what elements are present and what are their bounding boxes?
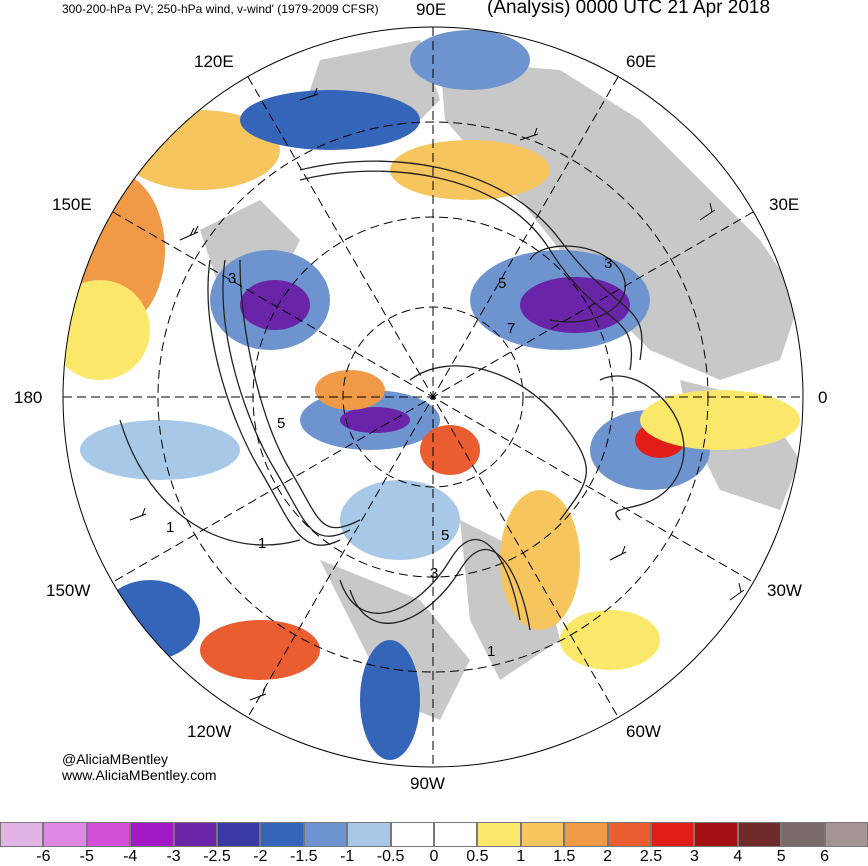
pv-contours bbox=[119, 160, 685, 631]
colorbar-swatch bbox=[86, 822, 131, 847]
contour-labels: 3 3 7 5 5 1 1 5 3 1 bbox=[166, 255, 612, 660]
contour-label: 5 bbox=[277, 415, 285, 432]
contour-label: 3 bbox=[604, 255, 612, 272]
pv-colorbar: -6 -5 -4 -3 -2.5 -2 -1.5 -1 -0.5 0 0.5 1 1.5 2 2.5 3 4 5 6 bbox=[0, 822, 868, 865]
colorbar-swatch bbox=[390, 822, 434, 847]
credit-website: www.AliciaMBentley.com bbox=[62, 767, 217, 783]
contour-label: 7 bbox=[507, 320, 515, 337]
colorbar-swatch bbox=[607, 822, 651, 847]
colorbar-swatch bbox=[130, 822, 174, 847]
colorbar-swatch bbox=[173, 822, 217, 847]
contour-label: 1 bbox=[487, 643, 495, 660]
colorbar-tick-label: 2 bbox=[603, 848, 613, 865]
colorbar-tick-label: -4 bbox=[123, 848, 138, 865]
lon-label-150e: 150E bbox=[52, 195, 92, 214]
wind-barbs bbox=[129, 87, 745, 701]
colorbar-swatch bbox=[260, 822, 304, 847]
colorbar-swatch bbox=[477, 822, 521, 847]
lon-label-30w: 30W bbox=[767, 581, 802, 600]
colorbar-swatch bbox=[651, 822, 695, 847]
colorbar-tick-label: -0.5 bbox=[376, 848, 405, 865]
map-title-left: 300-200-hPa PV; 250-hPa wind, v-wind' (1… bbox=[62, 2, 379, 16]
contour-label: 3 bbox=[430, 565, 438, 582]
contour-label: 5 bbox=[498, 275, 506, 292]
colorbar-swatch bbox=[781, 822, 825, 847]
colorbar-tick-label: 5 bbox=[776, 848, 786, 865]
colorbar-tick-label: -3 bbox=[166, 848, 181, 865]
colorbar-tick-label: 0 bbox=[429, 848, 439, 865]
contour-label: 1 bbox=[258, 535, 266, 552]
contour-label: 5 bbox=[441, 527, 449, 544]
colorbar-swatch bbox=[347, 822, 391, 847]
colorbar-swatch bbox=[0, 822, 44, 847]
colorbar-swatch bbox=[737, 822, 782, 847]
contour-label: 3 bbox=[228, 270, 236, 287]
colorbar-tick-label: 0.5 bbox=[466, 848, 489, 865]
colorbar-swatch bbox=[43, 822, 87, 847]
colorbar-swatch bbox=[520, 822, 565, 847]
colorbar-swatch bbox=[303, 822, 348, 847]
lon-label-150w: 150W bbox=[46, 581, 91, 600]
colorbar-tick-label: -5 bbox=[79, 848, 94, 865]
colorbar-tick-label: 2.5 bbox=[639, 848, 663, 865]
colorbar-swatch bbox=[564, 822, 608, 847]
colorbar-tick-label: -1 bbox=[340, 848, 355, 865]
lon-label-60w: 60W bbox=[626, 722, 661, 741]
contour-label: 1 bbox=[166, 519, 174, 536]
lon-label-0: 0 bbox=[818, 388, 828, 407]
lon-label-60e: 60E bbox=[626, 52, 657, 71]
credit-handle: @AliciaMBentley bbox=[62, 751, 169, 767]
colorbar-swatch bbox=[217, 822, 261, 847]
colorbar-tick-label: 1 bbox=[516, 848, 526, 865]
polar-stereographic-map: 3 3 7 5 5 1 1 5 3 1 bbox=[62, 26, 804, 768]
lon-label-30e: 30E bbox=[769, 195, 800, 214]
colorbar-swatch bbox=[694, 822, 738, 847]
colorbar-swatch bbox=[824, 822, 868, 847]
colorbar-tick-label: 6 bbox=[820, 848, 830, 865]
map-title-right: (Analysis) 0000 UTC 21 Apr 2018 bbox=[487, 0, 771, 18]
lon-label-90e: 90E bbox=[416, 0, 447, 19]
lon-label-120e: 120E bbox=[194, 52, 234, 71]
colorbar-tick-label: -2 bbox=[253, 848, 268, 865]
colorbar-tick-label: -1.5 bbox=[290, 848, 318, 865]
colorbar-swatch bbox=[434, 822, 478, 847]
colorbar-tick-label: -2.5 bbox=[203, 848, 231, 865]
lon-label-180: 180 bbox=[14, 388, 43, 407]
lon-label-90w: 90W bbox=[410, 774, 445, 793]
lon-label-120w: 120W bbox=[187, 722, 232, 741]
colorbar-tick-label: 1.5 bbox=[553, 848, 576, 865]
colorbar-tick-label: -6 bbox=[36, 848, 51, 865]
graticule bbox=[63, 27, 803, 767]
colorbar-tick-label: 3 bbox=[689, 848, 699, 865]
colorbar-tick-label: 4 bbox=[733, 848, 743, 865]
